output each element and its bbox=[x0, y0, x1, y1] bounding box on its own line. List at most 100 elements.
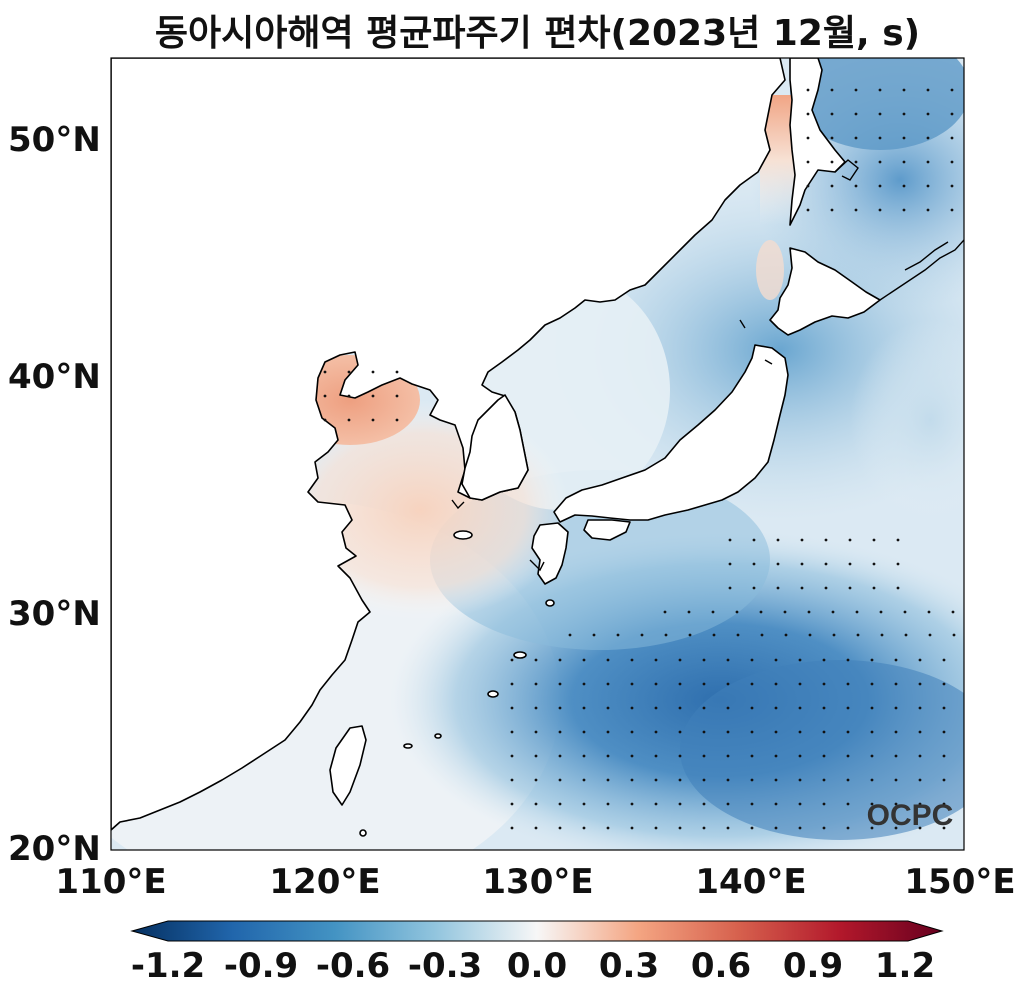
stipple-dot bbox=[870, 658, 874, 662]
stipple-dot bbox=[798, 706, 802, 710]
stipple-dot bbox=[776, 562, 780, 566]
lon-label-150: 150°E bbox=[904, 862, 1016, 902]
stipple-dot bbox=[942, 706, 946, 710]
stipple-dot bbox=[952, 633, 956, 637]
stipple-dot bbox=[534, 826, 538, 830]
stipple-dot bbox=[798, 778, 802, 782]
stipple-dot bbox=[726, 730, 730, 734]
stipple-dot bbox=[846, 754, 850, 758]
stipple-dot bbox=[942, 778, 946, 782]
stipple-dot bbox=[800, 538, 804, 542]
stipple-dot bbox=[347, 418, 351, 422]
stipple-dot bbox=[918, 706, 922, 710]
stipple-dot bbox=[830, 136, 834, 140]
stipple-dot bbox=[822, 706, 826, 710]
stipple-dot bbox=[630, 826, 634, 830]
stipple-dot bbox=[678, 802, 682, 806]
stipple-dot bbox=[726, 682, 730, 686]
stipple-dot bbox=[558, 730, 562, 734]
stipple-dot bbox=[822, 826, 826, 830]
stipple-dot bbox=[510, 802, 514, 806]
stipple-dot bbox=[735, 610, 739, 614]
stipple-dot bbox=[688, 633, 692, 637]
stipple-dot bbox=[878, 184, 882, 188]
stipple-dot bbox=[854, 112, 858, 116]
stipple-dot bbox=[678, 658, 682, 662]
stipple-dot bbox=[582, 826, 586, 830]
stipple-dot bbox=[846, 826, 850, 830]
stipple-dot bbox=[822, 682, 826, 686]
stipple-dot bbox=[534, 730, 538, 734]
stipple-dot bbox=[918, 730, 922, 734]
stipple-dot bbox=[776, 538, 780, 542]
stipple-dot bbox=[806, 88, 810, 92]
stipple-dot bbox=[750, 682, 754, 686]
stipple-dot bbox=[558, 778, 562, 782]
stipple-dot bbox=[894, 778, 898, 782]
stipple-dot bbox=[726, 658, 730, 662]
stipple-dot bbox=[726, 826, 730, 830]
stipple-dot bbox=[663, 610, 667, 614]
stipple-dot bbox=[712, 633, 716, 637]
stipple-dot bbox=[630, 730, 634, 734]
stipple-dot bbox=[926, 184, 930, 188]
stipple-dot bbox=[902, 184, 906, 188]
stipple-dot bbox=[752, 586, 756, 590]
stipple-dot bbox=[902, 88, 906, 92]
stipple-dot bbox=[606, 826, 610, 830]
stipple-dot bbox=[894, 706, 898, 710]
stipple-dot bbox=[870, 682, 874, 686]
lon-label-140: 140°E bbox=[695, 862, 807, 902]
stipple-dot bbox=[728, 538, 732, 542]
stipple-dot bbox=[798, 802, 802, 806]
stipple-dot bbox=[783, 610, 787, 614]
stipple-dot bbox=[798, 826, 802, 830]
stipple-dot bbox=[630, 802, 634, 806]
stipple-dot bbox=[534, 658, 538, 662]
stipple-dot bbox=[728, 586, 732, 590]
stipple-dot bbox=[879, 610, 883, 614]
stipple-dot bbox=[846, 802, 850, 806]
stipple-dot bbox=[854, 88, 858, 92]
stipple-dot bbox=[854, 208, 858, 212]
stipple-dot bbox=[510, 778, 514, 782]
stipple-dot bbox=[654, 754, 658, 758]
stipple-dot bbox=[582, 682, 586, 686]
stipple-dot bbox=[878, 160, 882, 164]
stipple-dot bbox=[918, 802, 922, 806]
stipple-dot bbox=[942, 802, 946, 806]
stipple-dot bbox=[347, 394, 351, 398]
stipple-dot bbox=[896, 538, 900, 542]
stipple-dot bbox=[774, 658, 778, 662]
stipple-dot bbox=[942, 826, 946, 830]
stipple-dot bbox=[918, 826, 922, 830]
coastlines bbox=[111, 58, 881, 837]
stipple-dot bbox=[750, 754, 754, 758]
stipple-dot bbox=[534, 778, 538, 782]
stipple-dot bbox=[848, 538, 852, 542]
stipple-dot bbox=[534, 706, 538, 710]
stipple-dot bbox=[654, 706, 658, 710]
stipple-dot bbox=[806, 136, 810, 140]
stipple-dot bbox=[926, 88, 930, 92]
stipple-dot bbox=[774, 802, 778, 806]
stipple-dot bbox=[558, 802, 562, 806]
colorbar-tick-5: 0.3 bbox=[598, 946, 660, 986]
stipple-dot bbox=[774, 706, 778, 710]
stipple-dot bbox=[926, 136, 930, 140]
stipple-dot bbox=[854, 184, 858, 188]
stipple-dot bbox=[323, 394, 327, 398]
lat-label-30: 30°N bbox=[8, 594, 101, 634]
stipple-dot bbox=[894, 826, 898, 830]
stipple-dot bbox=[800, 562, 804, 566]
stipple-dot bbox=[872, 586, 876, 590]
stipple-dot bbox=[606, 778, 610, 782]
stipple-dot bbox=[870, 826, 874, 830]
stipple-dot bbox=[702, 754, 706, 758]
ocpc-watermark: OCPC bbox=[867, 799, 954, 832]
stipple-dot bbox=[950, 208, 954, 212]
asia-mainland bbox=[111, 58, 786, 831]
taiwan bbox=[329, 725, 367, 806]
stipple-dot bbox=[856, 633, 860, 637]
